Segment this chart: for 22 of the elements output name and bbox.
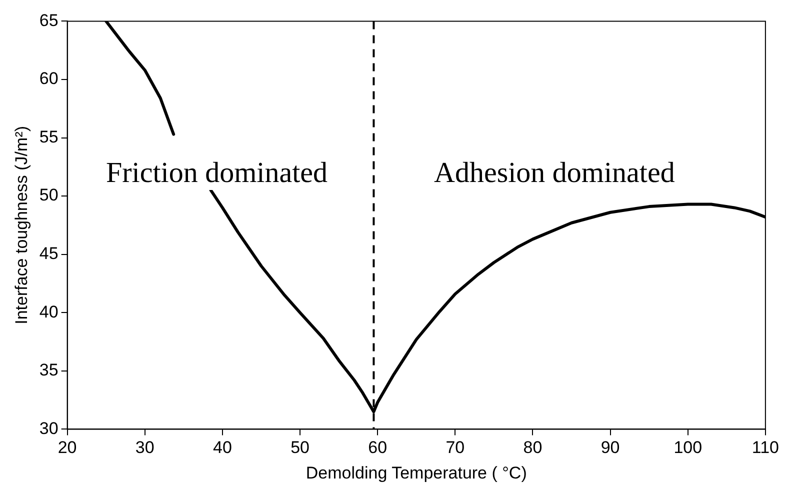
y-tick-label: 30 <box>39 418 58 438</box>
x-tick-label: 60 <box>368 438 388 458</box>
y-axis-title: Interface toughness (J/m²) <box>12 126 31 324</box>
annotation: Adhesion dominated <box>434 156 675 190</box>
y-tick-label: 65 <box>39 10 58 30</box>
x-axis-title: Demolding Temperature ( °C) <box>306 463 527 482</box>
y-tick-label: 35 <box>39 360 58 380</box>
y-tick-label: 45 <box>39 244 58 264</box>
x-tick-label: 80 <box>523 438 542 458</box>
y-tick-label: 60 <box>39 69 58 88</box>
x-tick-label: 30 <box>135 438 154 458</box>
x-tick-label: 40 <box>212 438 232 458</box>
y-tick-label: 55 <box>39 127 58 146</box>
annotation: Friction dominated <box>106 156 328 190</box>
x-tick-label: 110 <box>752 438 780 458</box>
x-tick-label: 90 <box>600 438 620 458</box>
x-tick-label: 20 <box>58 438 77 458</box>
x-tick-label: 100 <box>674 438 702 458</box>
y-tick-label: 40 <box>39 302 58 322</box>
x-tick-label: 50 <box>290 438 310 458</box>
x-tick-label: 70 <box>446 438 465 458</box>
y-tick-label: 50 <box>39 186 58 205</box>
